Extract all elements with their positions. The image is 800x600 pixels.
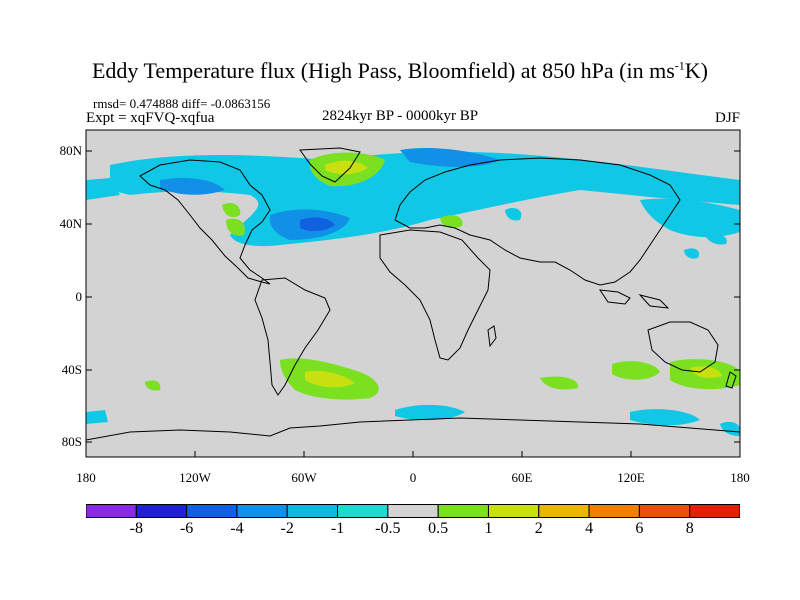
greenland-yellow bbox=[325, 160, 368, 175]
lon-label-60e: 60E bbox=[511, 470, 533, 485]
colorbar-swatch-2 bbox=[186, 504, 238, 518]
flux-anomaly-fields bbox=[86, 147, 740, 441]
colorbar-label: -6 bbox=[179, 520, 194, 537]
colorbar-swatch-0 bbox=[86, 504, 137, 518]
lat-label-40s: 40S bbox=[61, 362, 82, 377]
colorbar-swatch-11 bbox=[638, 504, 691, 518]
lon-label-120w: 120W bbox=[179, 470, 211, 485]
colorbar-swatch-10 bbox=[588, 504, 640, 518]
colorbar-swatch-7 bbox=[437, 504, 489, 518]
colorbar bbox=[86, 504, 740, 518]
central-asia-blue bbox=[505, 208, 522, 221]
rmsd-label: rmsd= 0.474888 diff= -0.0863156 bbox=[93, 96, 271, 111]
lat-label-80s: 80S bbox=[61, 434, 82, 449]
lon-label-180e: 180 bbox=[730, 470, 750, 485]
colorbar-label: 2 bbox=[534, 520, 543, 537]
colorbar-label: -4 bbox=[230, 520, 244, 537]
colorbar-label: 6 bbox=[635, 520, 644, 537]
south-indian-green bbox=[612, 361, 660, 380]
colorbar-label: 8 bbox=[685, 520, 694, 537]
pacific-blue-spot-2 bbox=[684, 248, 700, 259]
colorbar-swatch-1 bbox=[135, 504, 188, 518]
southern-ocean-blue bbox=[395, 404, 465, 421]
lat-label-40n: 40N bbox=[59, 216, 82, 231]
lat-label-0: 0 bbox=[75, 289, 83, 304]
coastlines bbox=[86, 147, 740, 441]
colorbar-swatch-8 bbox=[487, 504, 540, 518]
experiment-label: Expt = xqFVQ-xqfua bbox=[86, 110, 215, 126]
colorbar-swatch-6 bbox=[387, 504, 439, 518]
lon-label-0: 0 bbox=[409, 470, 417, 485]
nh-blue-west bbox=[86, 178, 120, 200]
lat-ticks bbox=[86, 150, 740, 443]
plot-title: Eddy Temperature flux (High Pass, Bloomf… bbox=[91, 58, 708, 83]
sh-blue-east-edge bbox=[720, 421, 740, 436]
indian-ocean-green bbox=[540, 376, 579, 390]
med-green bbox=[440, 215, 463, 228]
colorbar-label: -0.5 bbox=[375, 520, 401, 537]
lon-label-120e: 120E bbox=[617, 470, 645, 485]
colorbar-label: -8 bbox=[129, 520, 143, 537]
colorbar-swatch-5 bbox=[337, 504, 389, 518]
colorbar-label: 4 bbox=[585, 520, 594, 537]
south-america-yellow bbox=[305, 370, 355, 388]
nh-blue-band bbox=[110, 151, 740, 247]
colorbar-label: -2 bbox=[280, 520, 294, 537]
pacific-blue-spot bbox=[705, 234, 727, 245]
colorbar-label: 1 bbox=[484, 520, 493, 537]
lon-label-60w: 60W bbox=[291, 470, 317, 485]
na-green-spot-2 bbox=[226, 218, 245, 236]
australia-yellow bbox=[690, 366, 722, 378]
colorbar-swatch-3 bbox=[236, 504, 288, 518]
colorbar-swatch-12 bbox=[689, 504, 740, 518]
canada-mid-blue bbox=[160, 178, 225, 195]
colorbar-swatch-4 bbox=[286, 504, 339, 518]
season-label: DJF bbox=[714, 110, 740, 126]
colorbar-label: 0.5 bbox=[428, 520, 449, 537]
atlantic-dark-blue bbox=[300, 217, 335, 232]
na-green-spot bbox=[222, 203, 241, 218]
lat-label-80n: 80N bbox=[59, 143, 82, 158]
lon-label-180w: 180 bbox=[76, 470, 96, 485]
pacific-blue-band bbox=[640, 198, 740, 238]
southern-ocean-blue-west bbox=[86, 410, 108, 424]
colorbar-label: -1 bbox=[330, 520, 345, 537]
lon-ticks bbox=[194, 451, 632, 457]
sh-green-spot bbox=[145, 380, 161, 391]
southern-ocean-blue-east bbox=[630, 409, 700, 426]
arctic-mid-blue bbox=[400, 148, 500, 167]
colorbar-swatch-9 bbox=[538, 504, 590, 518]
period-label: 2824kyr BP - 0000kyr BP bbox=[322, 108, 479, 124]
